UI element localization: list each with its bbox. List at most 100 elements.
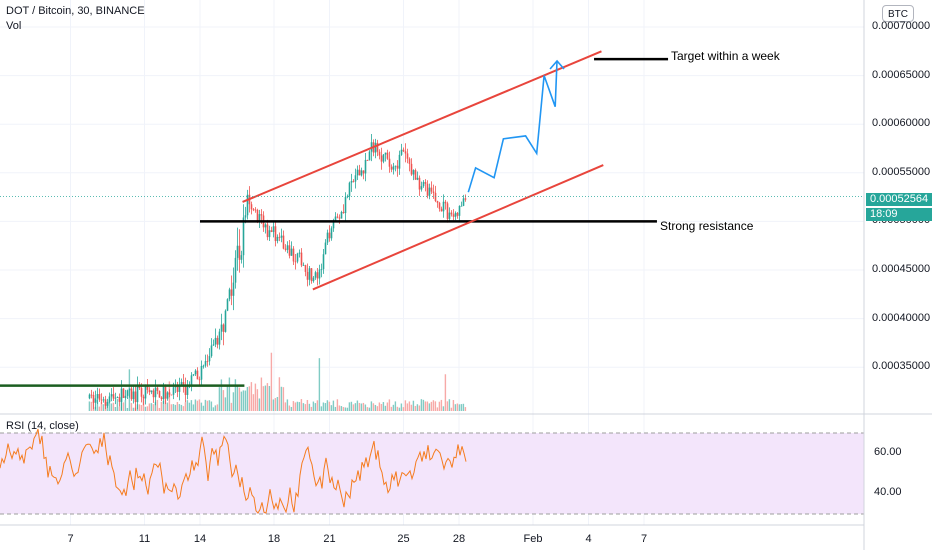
date-tick-label: 18 — [267, 533, 281, 545]
candle-body — [316, 272, 319, 279]
candle-body — [388, 158, 391, 167]
rsi-series — [0, 428, 467, 514]
candle-body — [270, 230, 273, 232]
volume-bar — [226, 384, 229, 411]
rsi-label[interactable]: RSI (14, close) — [6, 420, 79, 432]
volume-bar — [458, 404, 461, 411]
candle-body — [308, 268, 311, 280]
candle-body — [286, 245, 289, 250]
candle-body — [266, 224, 269, 238]
resistance-annotation[interactable]: Strong resistance — [660, 219, 754, 233]
volume-bar — [98, 406, 101, 411]
candle-body — [428, 187, 431, 196]
candle-body — [152, 390, 155, 398]
candle-body — [306, 271, 309, 280]
volume-bar — [156, 399, 159, 411]
candle-body — [240, 255, 243, 260]
volume-bar — [152, 404, 155, 411]
projection-arrowhead — [549, 59, 565, 70]
candle-body — [340, 211, 343, 219]
candle-body — [232, 282, 235, 296]
target-annotation[interactable]: Target within a week — [671, 49, 780, 63]
candle-body — [276, 236, 279, 242]
volume-bar — [394, 401, 397, 411]
candle-body — [408, 158, 411, 164]
candle-body — [396, 165, 399, 169]
price-tick-label: 0.00060000 — [872, 117, 931, 130]
volume-bar — [202, 405, 205, 411]
candle-body — [410, 163, 413, 175]
candle-body — [156, 387, 159, 391]
volume-bar — [448, 399, 451, 411]
volume-bar — [424, 401, 427, 411]
candle-body — [202, 365, 205, 367]
volume-bar — [454, 404, 457, 411]
candle-body — [418, 177, 421, 190]
candle-body — [452, 214, 455, 217]
volume-bar — [280, 386, 283, 411]
volume-bar — [234, 379, 237, 411]
volume-bar — [400, 403, 403, 411]
volume-bar — [238, 387, 241, 411]
symbol-title[interactable]: DOT / Bitcoin, 30, BINANCE — [6, 5, 145, 17]
candle-body — [394, 165, 397, 167]
volume-bar — [172, 404, 175, 411]
volume-bar — [164, 399, 167, 411]
candle-body — [296, 253, 299, 262]
volume-bar — [362, 402, 365, 411]
price-tick-label: 0.00070000 — [872, 20, 931, 32]
channel-upper-line — [242, 50, 602, 203]
volume-bar — [438, 401, 441, 411]
candle-body — [348, 182, 351, 197]
volume-bar — [240, 391, 243, 411]
candle-body — [288, 245, 291, 256]
candle-body — [196, 370, 199, 380]
candle-body — [190, 375, 193, 385]
volume-bar — [450, 407, 453, 411]
volume-bar — [212, 407, 215, 411]
rsi-tick-label: 40.00 — [874, 486, 902, 498]
candle-body — [294, 261, 297, 263]
candle-body — [432, 191, 435, 193]
candle-body — [98, 394, 101, 400]
candle-body — [160, 397, 163, 400]
volume-bar — [250, 382, 253, 411]
volume-bar — [184, 402, 187, 411]
candle-body — [204, 361, 207, 366]
volume-bar — [410, 404, 413, 411]
candle-body — [442, 201, 445, 212]
volume-bar — [408, 401, 411, 411]
volume-bar — [158, 407, 161, 411]
volume-bar — [374, 404, 377, 411]
candle-body — [214, 337, 217, 345]
volume-bar — [440, 399, 443, 411]
candle-body — [236, 245, 239, 258]
currency-button[interactable]: BTC — [882, 5, 914, 22]
volume-bar — [406, 403, 409, 411]
volume-bar — [246, 387, 249, 411]
candle-body — [158, 390, 161, 398]
candle-body — [310, 268, 313, 282]
volume-bar — [414, 405, 417, 411]
candle-body — [100, 399, 103, 401]
volume-bar — [266, 383, 269, 411]
date-tick-label: 28 — [452, 533, 466, 545]
candle-body — [178, 385, 181, 392]
volume-bar — [444, 374, 447, 411]
volume-bar — [96, 399, 99, 411]
projection-path — [467, 60, 558, 193]
volume-bar — [268, 386, 271, 411]
candle-body — [378, 151, 381, 156]
volume-label[interactable]: Vol — [6, 20, 22, 32]
candle-body — [402, 149, 405, 152]
volume-bar — [340, 406, 343, 411]
candle-body — [192, 374, 195, 376]
volume-bar — [416, 404, 419, 411]
candle-body — [106, 401, 109, 406]
volume-bar — [144, 406, 147, 411]
candle-body — [338, 217, 341, 219]
volume-bar — [200, 402, 203, 411]
volume-bar — [300, 399, 303, 411]
date-tick-label: 14 — [193, 533, 207, 545]
